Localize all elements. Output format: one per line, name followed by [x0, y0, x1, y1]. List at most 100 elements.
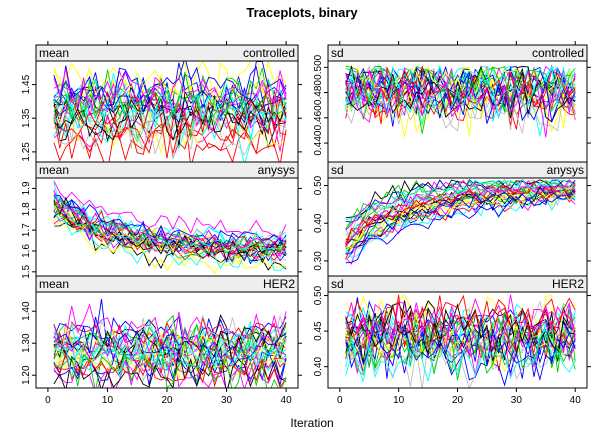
chain-trace: [53, 194, 287, 247]
strip-variable-label: controlled: [532, 46, 584, 60]
chain-trace: [345, 72, 576, 123]
y-tick-label: 1.8: [21, 202, 32, 216]
trace-lines: [345, 64, 576, 138]
y-tick-label: 0.440: [313, 130, 324, 155]
strip-statistic-label: mean: [39, 277, 69, 291]
y-tick-label: 1.5: [21, 264, 32, 278]
chain-trace: [53, 211, 287, 271]
chain-trace: [53, 95, 287, 141]
y-tick-label: 0.45: [313, 321, 324, 341]
panel-sd-her2: sd HER2 0.40 0.45 0.50 0 10 20 30 40: [313, 275, 591, 406]
y-tick-label: 1.40: [21, 301, 32, 321]
chain-trace: [53, 93, 287, 139]
x-axis-title: Iteration: [290, 416, 333, 430]
chain-trace: [345, 65, 576, 126]
x-tick-label: 30: [221, 395, 233, 406]
panel-strip: [35, 275, 299, 293]
chain-trace: [345, 179, 576, 221]
chain-trace: [345, 194, 576, 265]
chain-trace: [53, 190, 287, 249]
y-tick-label: 0.50: [313, 175, 324, 195]
chain-trace: [345, 294, 576, 348]
y-tick-label: 0.40: [313, 213, 324, 233]
chain-trace: [345, 70, 576, 123]
strip-variable-label: controlled: [243, 46, 295, 60]
chain-trace: [345, 310, 576, 368]
chain-trace: [345, 179, 576, 242]
chain-trace: [345, 187, 576, 260]
x-tick-label: 10: [102, 395, 114, 406]
chain-trace: [345, 317, 576, 382]
chain-trace: [53, 197, 287, 257]
y-tick-label: 0.40: [313, 356, 324, 376]
chain-trace: [345, 78, 576, 130]
x-tick-label: 0: [45, 395, 51, 406]
y-tick-label: 1.30: [21, 333, 32, 353]
chain-trace: [345, 65, 576, 110]
strip-statistic-label: sd: [331, 163, 344, 177]
panel-mean-controlled: mean controlled 1.25 1.35 1.45: [21, 41, 302, 163]
panel-mean-her2: mean HER2 1.20 1.30 1.40 0 10 20 30 40: [21, 275, 302, 406]
chain-trace: [345, 65, 576, 125]
chain-trace: [345, 72, 576, 124]
chain-trace: [53, 61, 287, 109]
trace-lines: [345, 294, 576, 388]
panel-sd-anysys: sd anysys 0.30 0.40 0.50: [313, 161, 591, 277]
y-tick-label: 1.20: [21, 365, 32, 385]
y-tick-label: 0.480: [313, 80, 324, 105]
y-tick-label: 0.50: [313, 285, 324, 305]
trace-lines: [53, 180, 287, 275]
chain-trace: [53, 332, 287, 370]
chain-trace: [345, 297, 576, 350]
chain-trace: [53, 221, 287, 275]
chain-trace: [53, 198, 287, 255]
trace-lines: [53, 61, 287, 162]
y-tick-label: 1.45: [21, 74, 32, 94]
chain-trace: [345, 66, 576, 110]
chain-trace: [345, 75, 576, 136]
chain-trace: [53, 349, 287, 388]
y-tick-label: 0.30: [313, 251, 324, 271]
y-tick-label: 1.9: [21, 181, 32, 195]
chain-trace: [53, 97, 287, 162]
x-tick-label: 40: [570, 395, 582, 406]
strip-statistic-label: sd: [331, 277, 344, 291]
strip-statistic-label: mean: [39, 46, 69, 60]
chain-trace: [345, 65, 576, 119]
trace-lines: [345, 178, 576, 265]
trace-lines: [53, 299, 287, 388]
chain-trace: [53, 332, 287, 378]
chain-trace: [53, 69, 287, 121]
x-tick-label: 20: [161, 395, 173, 406]
y-tick-label: 0.500: [313, 54, 324, 79]
chain-trace: [345, 190, 576, 264]
y-tick-label: 1.25: [21, 142, 32, 162]
panel-strip: [327, 275, 588, 293]
chain-trace: [53, 208, 287, 265]
chain-trace: [53, 316, 287, 359]
strip-statistic-label: sd: [331, 46, 344, 60]
chain-trace: [345, 179, 576, 231]
chain-trace: [53, 68, 287, 116]
chain-trace: [345, 178, 576, 231]
y-tick-label: 1.7: [21, 223, 32, 237]
x-tick-label: 0: [337, 395, 343, 406]
chain-trace: [345, 67, 576, 138]
chain-trace: [345, 66, 576, 134]
strip-variable-label: HER2: [552, 277, 584, 291]
strip-variable-label: HER2: [263, 277, 295, 291]
y-tick-label: 1.6: [21, 244, 32, 258]
y-tick-label: 0.460: [313, 105, 324, 130]
chain-trace: [345, 329, 576, 382]
chain-trace: [53, 346, 287, 388]
chain-trace: [53, 196, 287, 263]
chain-trace: [53, 345, 287, 388]
chain-trace: [345, 294, 576, 356]
chain-trace: [53, 351, 287, 388]
chain-trace: [345, 330, 576, 381]
strip-variable-label: anysys: [547, 163, 584, 177]
chain-trace: [345, 187, 576, 255]
chain-trace: [345, 180, 576, 248]
